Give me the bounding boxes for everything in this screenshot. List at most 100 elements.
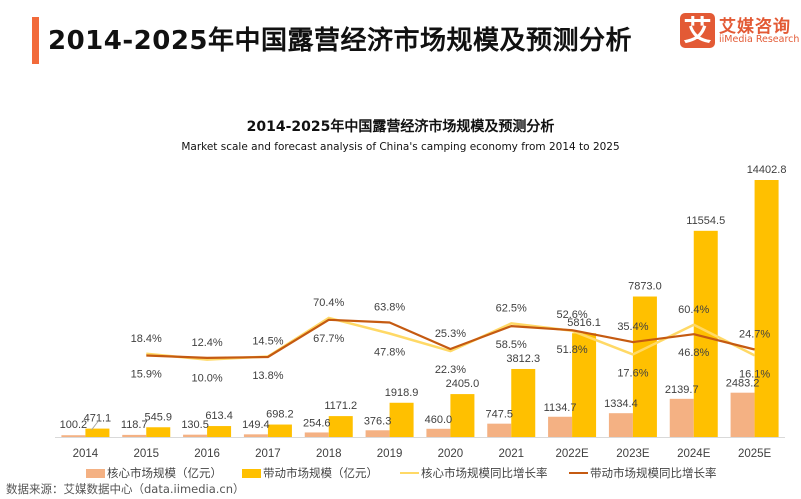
- data-label-core-growth: 62.5%: [496, 302, 527, 314]
- x-tick-label: 2014: [73, 448, 99, 460]
- data-label-core: 747.5: [485, 409, 513, 421]
- x-tick-label: 2022E: [555, 448, 589, 460]
- x-tick-label: 2017: [255, 448, 281, 460]
- legend-swatch-core-line: [400, 471, 419, 475]
- legend-swatch-driven-bar: [242, 468, 261, 478]
- legend-item-driven-line: 带动市场规模同比增长率: [569, 465, 717, 481]
- data-label-driven: 1918.9: [385, 387, 419, 399]
- data-label-driven-growth: 15.9%: [131, 369, 162, 381]
- growth-lines: [146, 316, 756, 361]
- logo-name-cn: 艾媒咨询: [719, 17, 791, 37]
- bar-core-2017: [243, 434, 268, 437]
- title-accent-bar: [32, 17, 39, 64]
- data-label-driven: 698.2: [266, 409, 294, 421]
- data-label-driven-growth: 67.7%: [313, 333, 344, 345]
- legend: 核心市场规模（亿元） 带动市场规模（亿元） 核心市场规模同比增长率 带动市场规模…: [0, 465, 801, 481]
- legend-item-core-line: 核心市场规模同比增长率: [400, 465, 548, 481]
- bar-core-2018: [304, 432, 329, 437]
- data-label-core: 149.4: [242, 419, 270, 431]
- data-label-driven: 2405.0: [446, 378, 480, 390]
- x-tick-label: 2025E: [738, 448, 772, 460]
- page-title: 2014-2025年中国露营经济市场规模及预测分析: [48, 26, 633, 56]
- label-leader-line: [91, 420, 99, 431]
- x-tick-label: 2018: [316, 448, 342, 460]
- data-label-core-growth: 22.3%: [435, 364, 466, 376]
- bar-driven-2021: [511, 368, 536, 437]
- data-label-driven-growth: 24.7%: [739, 328, 770, 340]
- x-tick-label: 2023E: [616, 448, 650, 460]
- data-label-driven: 11554.5: [686, 215, 725, 227]
- data-label-core-growth: 14.5%: [252, 335, 283, 347]
- legend-swatch-driven-line: [569, 471, 588, 475]
- driven-bars: [85, 180, 779, 437]
- data-label-core: 1334.4: [604, 398, 638, 410]
- data-label-driven: 7873.0: [628, 281, 662, 293]
- data-label-driven-growth: 58.5%: [496, 339, 527, 351]
- x-tick-label: 2021: [498, 448, 524, 460]
- bar-core-2020: [426, 428, 451, 437]
- data-label-driven-growth: 13.8%: [252, 370, 283, 382]
- bar-driven-2020: [450, 394, 475, 437]
- data-label-core-growth: 17.6%: [617, 367, 648, 379]
- legend-label: 带动市场规模（亿元）: [263, 466, 378, 480]
- line-data-labels: 18.4% 15.9% 10.0% 12.4% 14.5% 13.8% 70.4% 67.7%…: [131, 297, 771, 385]
- data-label-driven-growth: 12.4%: [191, 337, 222, 349]
- chart-subtitle: Market scale and forecast analysis of Ch…: [181, 141, 620, 153]
- bar-core-2022E: [548, 416, 573, 437]
- bar-core-2014: [61, 435, 86, 437]
- data-label-driven: 14402.8: [747, 164, 787, 176]
- bar-driven-2014: [85, 428, 110, 437]
- data-label-core-growth: 18.4%: [131, 333, 162, 345]
- legend-label: 核心市场规模（亿元）: [107, 466, 222, 480]
- data-label-driven: 1171.2: [324, 400, 357, 412]
- bar-driven-2018: [328, 416, 353, 437]
- legend-item-driven-bar: 带动市场规模（亿元）: [242, 465, 378, 481]
- line-driven-growth: [146, 318, 755, 359]
- legend-item-core-bar: 核心市场规模（亿元）: [86, 465, 222, 481]
- bar-core-2021: [487, 423, 512, 437]
- data-label-core: 130.5: [181, 419, 209, 431]
- data-label-core: 2139.7: [665, 384, 699, 396]
- bar-core-2016: [183, 434, 208, 437]
- data-label-driven-growth: 52.6%: [556, 309, 587, 321]
- bar-driven-2025E: [754, 180, 779, 437]
- x-tick-label: 2020: [438, 448, 464, 460]
- data-label-driven-growth: 63.8%: [374, 301, 405, 313]
- data-label-core: 254.6: [303, 417, 331, 429]
- data-label-driven: 3812.3: [506, 353, 540, 365]
- data-label-driven-growth: 25.3%: [435, 328, 466, 340]
- bar-core-2015: [122, 434, 147, 437]
- x-tick-label: 2016: [194, 448, 220, 460]
- data-label-driven: 5816.1: [567, 317, 601, 329]
- data-label-driven: 545.9: [144, 411, 172, 423]
- data-label-core-growth: 70.4%: [313, 297, 344, 309]
- bar-driven-2022E: [572, 333, 597, 437]
- x-tick-label: 2015: [133, 448, 159, 460]
- data-label-core: 460.0: [425, 414, 453, 426]
- x-tick-labels: 2014 2015 2016 2017 2018 2019 2020 2021 2022E 202…: [73, 448, 772, 460]
- data-label-core: 118.7: [121, 419, 148, 431]
- data-label-driven: 471.1: [84, 413, 112, 425]
- data-label-core-growth: 60.4%: [678, 304, 709, 316]
- bar-driven-2015: [146, 427, 171, 437]
- logo-mark-icon: 艾: [680, 13, 715, 48]
- x-tick-label: 2024E: [677, 448, 711, 460]
- bar-driven-2019: [389, 402, 414, 437]
- data-label-core: 1134.7: [544, 402, 577, 414]
- data-source: 数据来源：艾媒数据中心（data.iimedia.cn）: [6, 482, 245, 496]
- data-label-core-growth: 16.1%: [739, 368, 770, 380]
- data-label-core-growth: 47.8%: [374, 347, 405, 359]
- bar-driven-2017: [267, 424, 292, 437]
- data-label-core: 2483.2: [726, 378, 760, 390]
- bar-core-2019: [365, 430, 390, 437]
- chart-title: 2014-2025年中国露营经济市场规模及预测分析: [246, 119, 555, 135]
- iimedia-logo: 艾 艾媒咨询 iiMedia Research: [680, 12, 799, 50]
- bar-driven-2016: [207, 426, 232, 437]
- data-label-driven: 613.4: [205, 410, 233, 422]
- legend-label: 带动市场规模同比增长率: [590, 466, 717, 480]
- data-label-core-growth: 51.8%: [556, 344, 587, 356]
- x-tick-label: 2019: [377, 448, 403, 460]
- data-label-core-growth: 10.0%: [191, 373, 222, 385]
